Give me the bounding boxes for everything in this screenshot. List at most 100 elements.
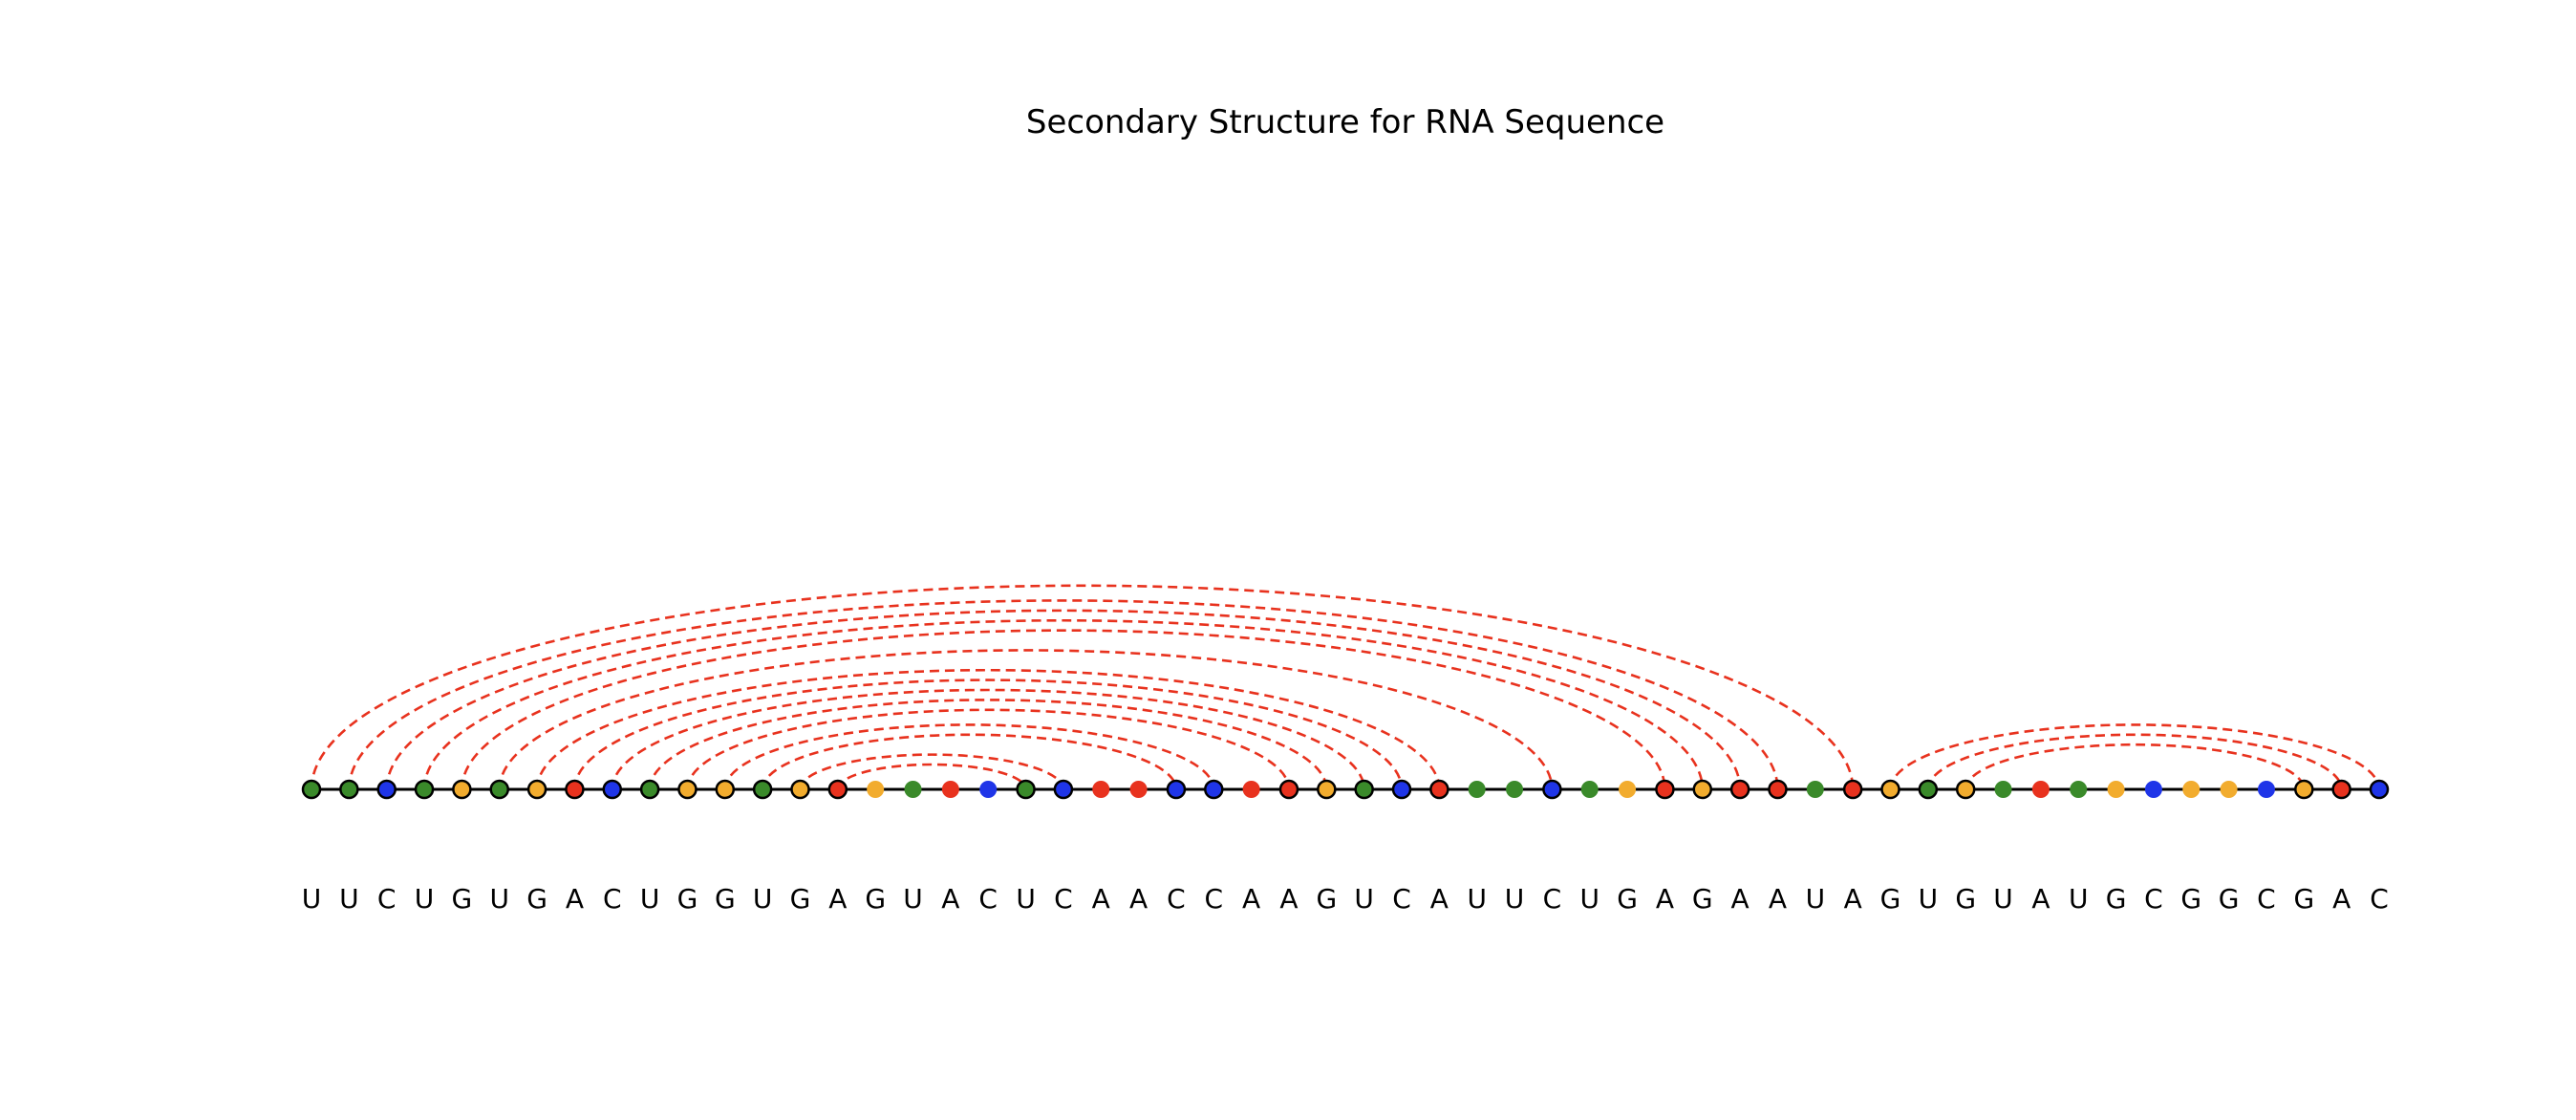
nucleotide-node-32 bbox=[1468, 781, 1486, 798]
nucleotide-label-56: C bbox=[2370, 883, 2389, 915]
nucleotide-node-12 bbox=[715, 779, 736, 800]
nucleotide-node-54 bbox=[2294, 779, 2314, 800]
nucleotide-label-19: C bbox=[978, 883, 998, 915]
nucleotide-label-54: G bbox=[2293, 883, 2314, 915]
nucleotide-node-7 bbox=[526, 779, 547, 800]
nucleotide-label-21: C bbox=[1054, 883, 1073, 915]
nucleotide-node-16 bbox=[867, 781, 885, 798]
nucleotide-node-8 bbox=[565, 779, 585, 800]
nucleotide-node-36 bbox=[1619, 781, 1637, 798]
nucleotide-node-39 bbox=[1729, 779, 1750, 800]
nucleotide-node-25 bbox=[1204, 779, 1224, 800]
nucleotide-node-48 bbox=[2070, 781, 2088, 798]
nucleotide-label-14: G bbox=[790, 883, 811, 915]
base-pair-arcs bbox=[310, 584, 2381, 790]
nucleotide-node-33 bbox=[1506, 781, 1524, 798]
nucleotide-label-7: G bbox=[526, 883, 547, 915]
nucleotide-node-20 bbox=[1016, 779, 1036, 800]
base-pair-arc-43-56 bbox=[1889, 723, 2381, 790]
nucleotide-node-45 bbox=[1955, 779, 1976, 800]
nucleotide-label-29: U bbox=[1354, 883, 1374, 915]
nucleotide-node-28 bbox=[1317, 779, 1337, 800]
base-pair-arc-2-40 bbox=[348, 599, 1779, 790]
nucleotide-label-3: C bbox=[377, 883, 397, 915]
nucleotide-label-46: U bbox=[1993, 883, 2013, 915]
nucleotide-label-39: A bbox=[1731, 883, 1750, 915]
nucleotide-label-11: G bbox=[677, 883, 698, 915]
nucleotide-label-31: A bbox=[1430, 883, 1449, 915]
nucleotide-label-45: G bbox=[1955, 883, 1976, 915]
nucleotide-label-23: A bbox=[1129, 883, 1148, 915]
nucleotide-label-4: U bbox=[415, 883, 435, 915]
nucleotide-node-29 bbox=[1354, 779, 1374, 800]
nucleotide-label-51: G bbox=[2180, 883, 2201, 915]
nucleotide-label-32: U bbox=[1467, 883, 1487, 915]
nucleotide-node-43 bbox=[1880, 779, 1900, 800]
nucleotide-node-5 bbox=[452, 779, 472, 800]
nucleotide-node-37 bbox=[1655, 779, 1675, 800]
nucleotide-label-28: G bbox=[1316, 883, 1337, 915]
base-pair-arc-3-39 bbox=[385, 609, 1742, 790]
nucleotide-label-17: U bbox=[903, 883, 923, 915]
base-pair-arc-12-25 bbox=[723, 723, 1215, 790]
nucleotide-node-38 bbox=[1692, 779, 1713, 800]
base-pair-arc-1-42 bbox=[310, 584, 1855, 790]
nucleotide-label-30: C bbox=[1392, 883, 1411, 915]
base-pair-arc-44-55 bbox=[1926, 733, 2343, 790]
nucleotide-node-46 bbox=[1994, 781, 2012, 798]
nucleotide-label-25: C bbox=[1205, 883, 1224, 915]
nucleotide-label-15: A bbox=[828, 883, 847, 915]
nucleotide-label-52: G bbox=[2219, 883, 2240, 915]
nucleotide-nodes bbox=[301, 779, 2390, 800]
nucleotide-node-17 bbox=[904, 781, 922, 798]
nucleotide-label-18: A bbox=[941, 883, 959, 915]
nucleotide-node-6 bbox=[489, 779, 509, 800]
nucleotide-node-3 bbox=[376, 779, 397, 800]
nucleotide-label-1: U bbox=[302, 883, 322, 915]
nucleotide-label-48: U bbox=[2069, 883, 2089, 915]
nucleotide-node-21 bbox=[1053, 779, 1074, 800]
nucleotide-node-52 bbox=[2220, 781, 2238, 798]
nucleotide-node-53 bbox=[2257, 781, 2275, 798]
nucleotide-node-35 bbox=[1580, 781, 1599, 798]
nucleotide-node-44 bbox=[1918, 779, 1939, 800]
nucleotide-node-31 bbox=[1429, 779, 1449, 800]
nucleotide-label-6: U bbox=[489, 883, 509, 915]
nucleotide-node-13 bbox=[752, 779, 773, 800]
nucleotide-label-42: A bbox=[1844, 883, 1862, 915]
nucleotide-label-2: U bbox=[339, 883, 359, 915]
nucleotide-label-22: A bbox=[1092, 883, 1110, 915]
nucleotide-label-43: G bbox=[1880, 883, 1901, 915]
base-pair-arc-4-38 bbox=[422, 619, 1705, 790]
nucleotide-node-4 bbox=[414, 779, 435, 800]
base-pair-arc-10-28 bbox=[648, 699, 1328, 790]
base-pair-arc-7-31 bbox=[535, 669, 1441, 790]
nucleotide-label-26: A bbox=[1242, 883, 1260, 915]
nucleotide-label-5: G bbox=[452, 883, 473, 915]
nucleotide-node-56 bbox=[2369, 779, 2390, 800]
nucleotide-node-24 bbox=[1166, 779, 1187, 800]
nucleotide-node-9 bbox=[602, 779, 623, 800]
nucleotide-label-34: C bbox=[1543, 883, 1562, 915]
nucleotide-node-18 bbox=[941, 781, 959, 798]
nucleotide-label-44: U bbox=[1919, 883, 1939, 915]
base-pair-arc-14-21 bbox=[799, 753, 1065, 790]
nucleotide-label-35: U bbox=[1579, 883, 1599, 915]
nucleotide-node-14 bbox=[790, 779, 810, 800]
nucleotide-label-47: A bbox=[2031, 883, 2050, 915]
nucleotide-node-50 bbox=[2144, 781, 2162, 798]
nucleotide-node-10 bbox=[639, 779, 660, 800]
base-pair-arc-15-20 bbox=[836, 763, 1027, 790]
nucleotide-label-41: U bbox=[1806, 883, 1826, 915]
nucleotide-node-40 bbox=[1768, 779, 1788, 800]
nucleotide-node-1 bbox=[301, 779, 322, 800]
nucleotide-label-16: G bbox=[865, 883, 886, 915]
nucleotide-node-49 bbox=[2107, 781, 2125, 798]
nucleotide-label-49: G bbox=[2106, 883, 2127, 915]
nucleotide-label-40: A bbox=[1769, 883, 1787, 915]
nucleotide-node-42 bbox=[1842, 779, 1863, 800]
nucleotide-label-10: U bbox=[640, 883, 660, 915]
nucleotide-label-33: U bbox=[1505, 883, 1525, 915]
nucleotide-node-30 bbox=[1391, 779, 1412, 800]
